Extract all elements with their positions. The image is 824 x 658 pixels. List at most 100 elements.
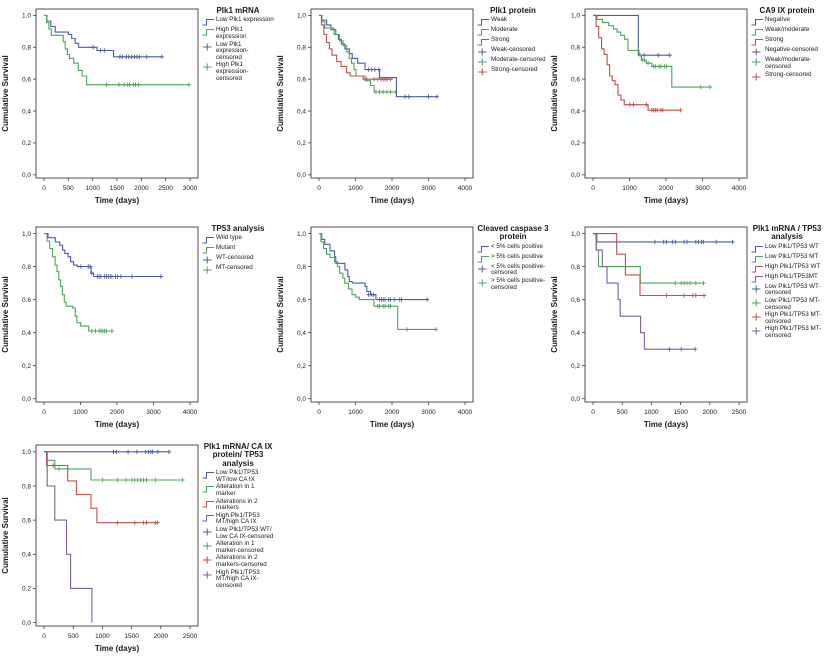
legend-censored-plus-icon: [752, 327, 761, 335]
legend-censored-plus-icon: [203, 266, 212, 274]
censored-mark: [655, 108, 660, 113]
legend-item-label: Low Plk1 expression: [216, 16, 274, 24]
x-tick-label: 0: [591, 185, 595, 192]
plot-tp53-analysis: 1,0 0,8 0,6 0,4 0,2 0,0 0 1000 2000 3000 4000 Time …: [0, 220, 275, 432]
legend-item-label: High Plk1/TP53 MT/high CA IX-censored: [216, 568, 260, 589]
legend-items: Weak Moderate Strong Weak-censored Moderate-…: [477, 17, 549, 76]
legend-step-icon: [202, 29, 214, 36]
x-tick-label: 2000: [703, 409, 718, 416]
censored-mark: [434, 94, 440, 99]
censored-mark: [388, 77, 393, 82]
y-axis-label: Cumulative Survival: [1, 497, 10, 573]
x-axis-label: Time (days): [644, 420, 689, 429]
legend-item-label: Weak/moderate-censored: [765, 56, 812, 70]
legend-item-label: Alteration in 1 marker-censored: [216, 540, 264, 554]
censored-mark: [127, 82, 132, 87]
legend-censored-plus-icon: [752, 48, 761, 56]
censored-mark: [87, 264, 93, 269]
survival-plot-cleaved-caspase3: 1,0 0,8 0,6 0,4 0,2 0,0 0 1000 2000 3000 4000 Time …: [276, 226, 474, 429]
censored-mark: [667, 53, 672, 58]
censored-mark: [98, 48, 103, 53]
legend-item: Alterations in 2 markers-censored: [202, 555, 274, 568]
x-tick-label: 3000: [146, 409, 161, 416]
censored-mark: [707, 84, 712, 90]
plot-ca9-ix-protein: 1,0 0,8 0,6 0,4 0,2 0,0 0 1000 2000 3000 4000 Time …: [549, 2, 824, 208]
censored-mark: [166, 449, 172, 454]
censored-mark: [701, 293, 707, 298]
censored-mark: [644, 102, 649, 107]
x-tick-label: 2500: [732, 409, 747, 416]
x-tick-label: 1000: [644, 409, 659, 416]
censored-mark: [136, 82, 141, 87]
censored-mark: [155, 520, 160, 525]
y-tick-label: 0,4: [297, 330, 306, 337]
censored-mark: [637, 53, 643, 58]
legend-item-label: Strong: [765, 36, 784, 44]
legend-item: Low Plk1/TP53 WT-censored: [751, 283, 823, 297]
y-tick-label: 0,2: [297, 363, 306, 370]
censored-mark: [89, 328, 94, 334]
y-tick-label: 0,6: [22, 517, 31, 524]
legend-ca9-ix-protein: CA9 IX protein Negative Weak/moderate Stro…: [751, 2, 824, 82]
censored-mark: [402, 94, 408, 99]
censored-mark: [664, 64, 669, 69]
x-tick-label: 0: [317, 409, 321, 416]
legend-items: < 5% cells positive > 5% cells positive < …: [477, 242, 549, 291]
legend-item-label: < 5% cells positive: [491, 242, 543, 250]
legend-censored-plus-icon: [478, 265, 487, 273]
legend-censored-plus-icon: [203, 63, 212, 71]
x-tick-label: 0: [42, 185, 46, 192]
legend-item-label: MT-censored: [216, 264, 253, 272]
censored-mark: [681, 293, 687, 298]
plot-cleaved-caspase3-protein: 1,0 0,8 0,6 0,4 0,2 0,0 0 1000 2000 3000 4000 Time …: [275, 220, 550, 432]
x-tick-label: 1000: [348, 409, 363, 416]
x-tick-label: 0: [317, 185, 321, 192]
legend-step-icon: [202, 237, 214, 244]
censored-mark: [100, 477, 105, 483]
survival-curve: [44, 233, 114, 332]
x-tick-label: 500: [68, 633, 79, 640]
censored-mark: [664, 293, 669, 298]
plot-plk1-protein: 1,0 0,8 0,6 0,4 0,2 0,0 0 1000 2000 3000 4000 Time …: [275, 2, 550, 208]
x-tick-label: 1000: [95, 633, 110, 640]
legend-item: Low Plk1/TP53 MT: [751, 253, 823, 263]
y-tick-label: 0,2: [22, 363, 31, 370]
censored-mark: [371, 292, 376, 297]
censored-mark: [180, 477, 185, 483]
censored-mark: [114, 449, 119, 454]
x-tick-label: 1000: [348, 185, 363, 192]
survival-plot-plk1-mrna-tp53: 1,0 0,8 0,6 0,4 0,2 0,0 0 500 1000 1500 2000 2500 Ti…: [550, 226, 748, 429]
survival-curve: [44, 451, 158, 524]
y-tick-label: 1,0: [571, 13, 580, 20]
legend-step-icon: [751, 265, 763, 273]
legend-censored-plus-icon: [752, 299, 761, 307]
legend-censored-plus-icon: [203, 256, 212, 264]
censored-mark: [158, 274, 163, 279]
survival-curve: [44, 451, 93, 623]
legend-item-label: Strong-censored: [491, 66, 538, 74]
censored-mark: [693, 280, 698, 286]
x-tick-label: 1500: [673, 409, 688, 416]
plot-plk1-mrna-caix-tp53-analysis: 1,0 0,8 0,6 0,4 0,2 0,0 0 500 1000 1500 2000 2500 Ti…: [0, 438, 275, 656]
censored-mark: [371, 77, 377, 82]
legend-item-label: Alteration in 1 marker: [216, 483, 255, 497]
legend-step-icon: [202, 472, 214, 479]
y-tick-label: 0,4: [22, 108, 31, 115]
x-tick-label: 3000: [183, 185, 198, 192]
legend-step-icon: [751, 39, 763, 46]
x-tick-label: 500: [617, 409, 628, 416]
legend-item-label: High Plk1/TP53 WT: [765, 262, 821, 270]
y-tick-label: 0,8: [22, 483, 31, 490]
legend-censored-plus-icon: [203, 528, 212, 536]
legend-item-label: Low Plk1/TP53 WT/low CA IX: [216, 469, 259, 483]
legend-items: Negative Weak/moderate Strong Negative-cens…: [751, 17, 823, 81]
x-tick-label: 1000: [73, 409, 88, 416]
y-tick-label: 0,2: [22, 586, 31, 593]
legend-items: Low Plk1 expression High Plk1 expression L…: [202, 17, 274, 82]
legend-item-label: < 5% cells positive-censored: [491, 262, 546, 277]
censored-mark: [115, 477, 120, 483]
survival-plot-tp53-analysis: 1,0 0,8 0,6 0,4 0,2 0,0 0 1000 2000 3000 4000 Time …: [1, 226, 199, 429]
x-tick-label: 4000: [732, 185, 747, 192]
legend-step-icon: [751, 19, 763, 26]
legend-step-icon: [751, 29, 763, 36]
